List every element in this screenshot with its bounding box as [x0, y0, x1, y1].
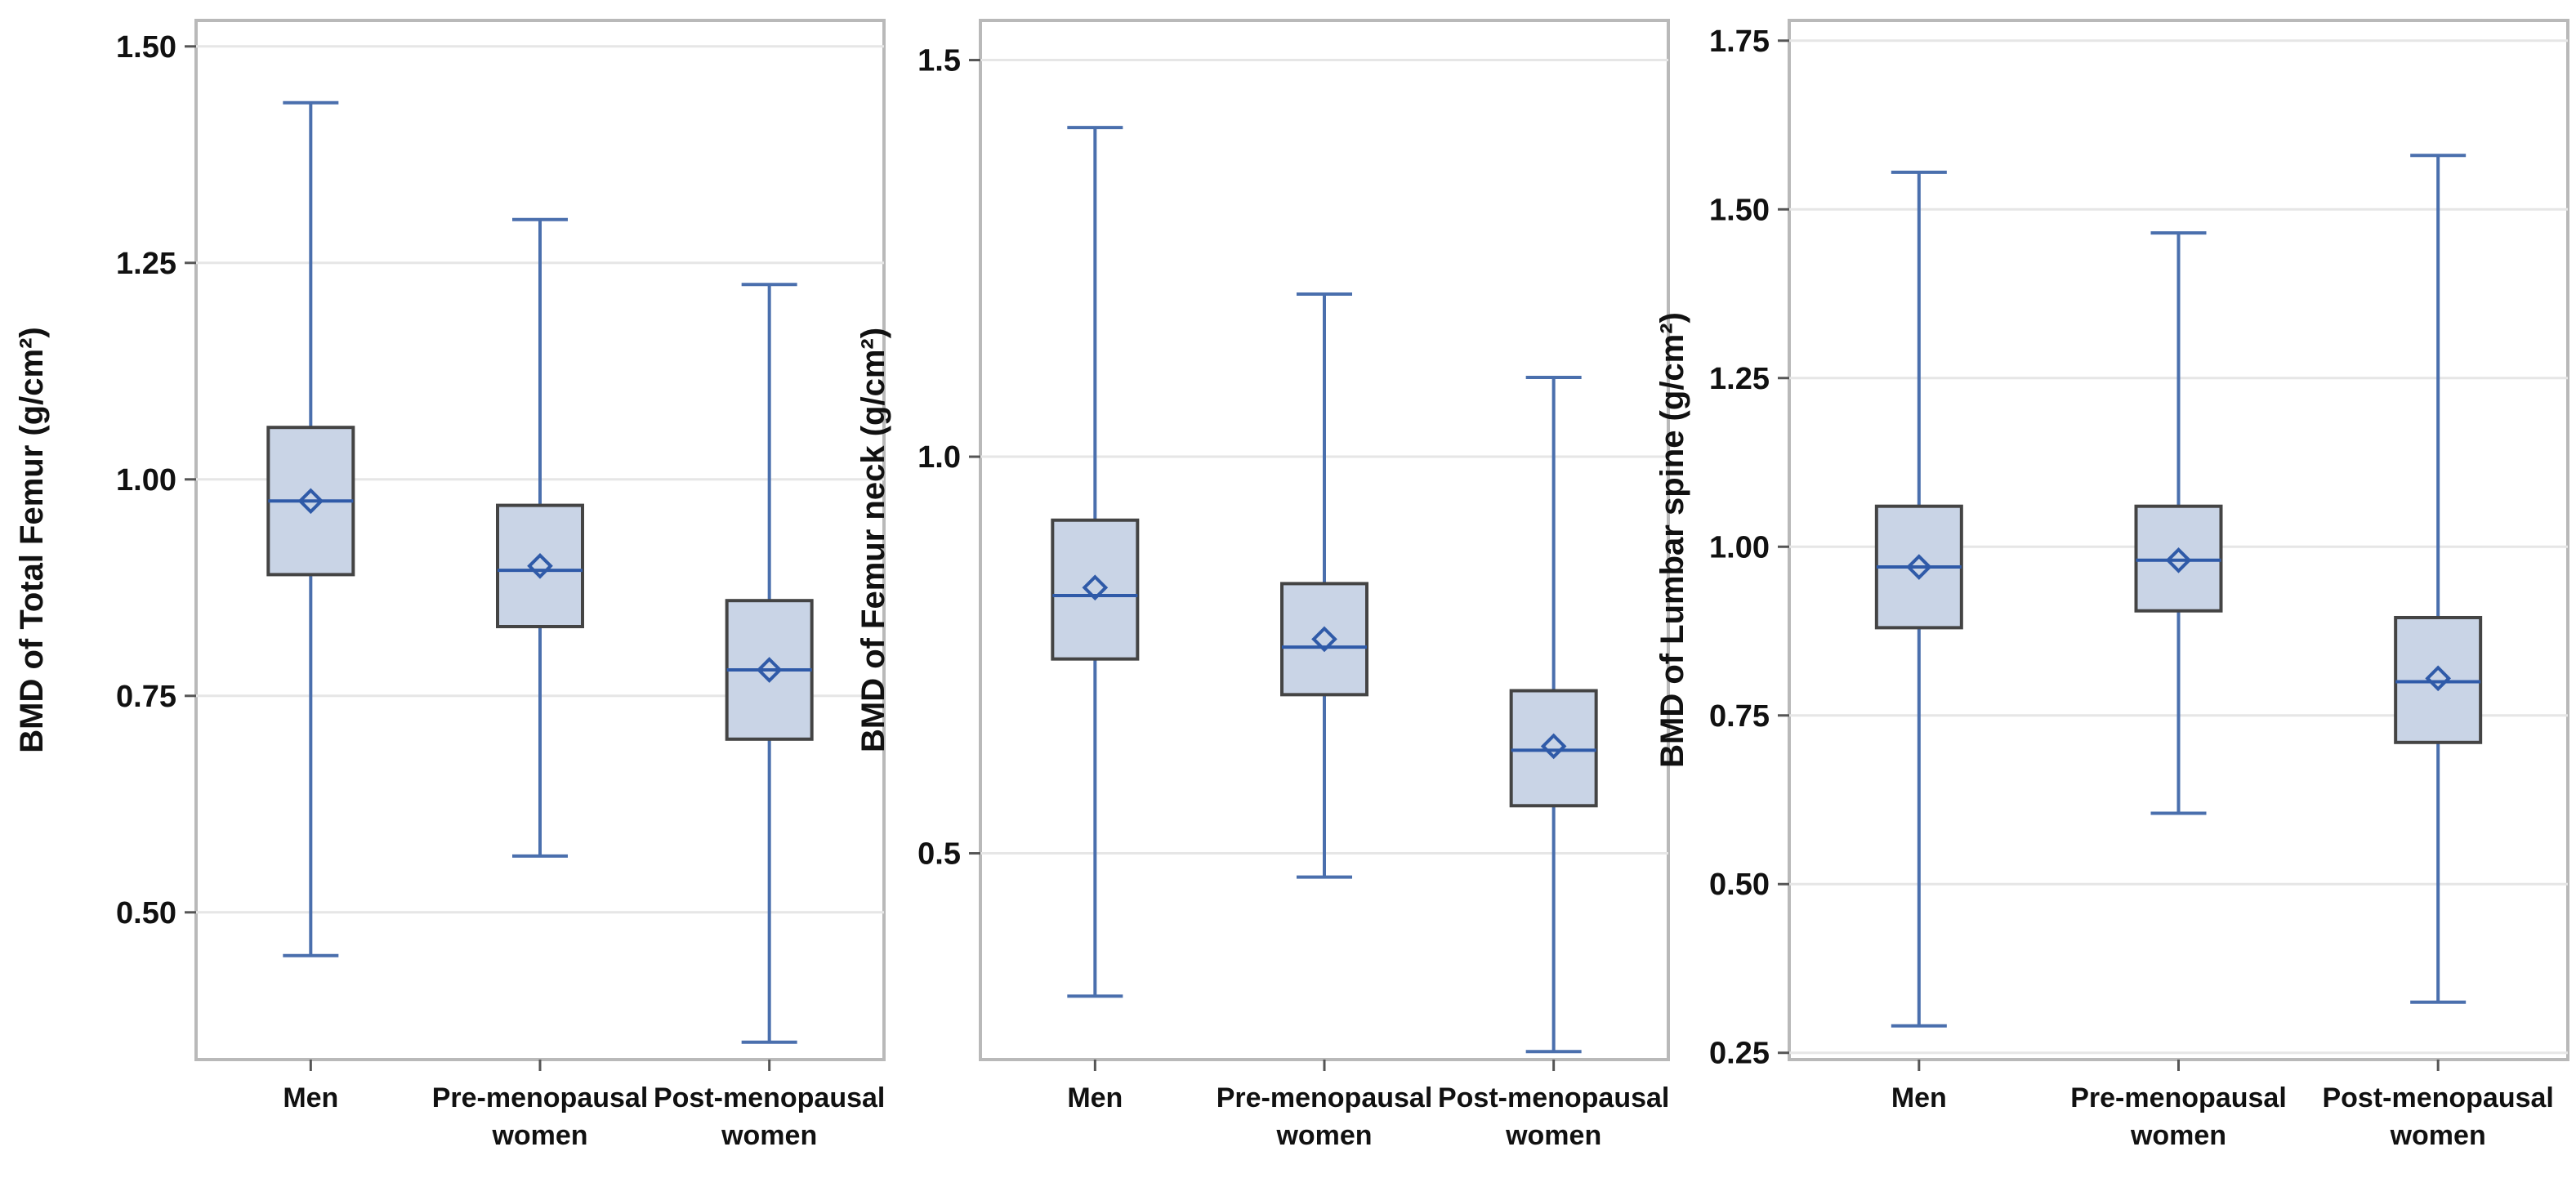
- category-label-line2: women: [721, 1120, 817, 1151]
- category-label: Men: [283, 1082, 338, 1113]
- y-tick-label: 1.00: [116, 463, 176, 498]
- box-0: [1874, 170, 1963, 1028]
- category-label: Pre-menopausal: [2070, 1082, 2287, 1113]
- y-tick-label: 0.75: [1709, 699, 1770, 734]
- y-axis-title: BMD of Lumbar spine (g/cm²): [1654, 312, 1690, 768]
- box-0: [1051, 126, 1140, 998]
- mean-marker: [1906, 554, 1932, 580]
- category-label-line2: women: [2390, 1120, 2486, 1151]
- category-label: Pre-menopausal: [1217, 1082, 1433, 1113]
- iqr-box: [1280, 582, 1368, 697]
- y-tick-label: 1.00: [1709, 530, 1770, 564]
- iqr-box: [1509, 689, 1598, 808]
- category-label-line2: women: [1505, 1120, 1601, 1151]
- category-label: Pre-menopausal: [432, 1082, 649, 1113]
- mean-marker: [1540, 733, 1567, 760]
- y-axis-title: BMD of Femur neck (g/cm²): [855, 328, 891, 752]
- iqr-box: [2394, 615, 2483, 744]
- iqr-box: [2134, 504, 2223, 613]
- category-label: Post-menopausal: [654, 1082, 885, 1113]
- iqr-box: [1051, 518, 1140, 661]
- y-tick-label: 0.50: [116, 896, 176, 930]
- y-axis-title: BMD of Total Femur (g/cm²): [14, 327, 50, 752]
- y-tick-label: 1.50: [116, 30, 176, 65]
- category-label: Men: [1067, 1082, 1123, 1113]
- box-0: [266, 100, 355, 957]
- box-2: [1509, 375, 1598, 1054]
- y-tick-label: 1.25: [116, 247, 176, 281]
- mean-marker: [527, 552, 553, 579]
- box-2: [2394, 154, 2483, 1004]
- y-tick-label: 1.0: [917, 440, 961, 475]
- box-1: [1280, 292, 1368, 879]
- mean-marker: [1311, 626, 1337, 653]
- mean-marker: [2425, 665, 2451, 692]
- y-tick-label: 0.5: [917, 837, 961, 872]
- category-label-line2: women: [2130, 1120, 2226, 1151]
- panel-total-femur: BMD of Total Femur (g/cm²) 0.50 0.75 1.00 1…: [14, 19, 886, 1151]
- y-tick-label: 0.25: [1709, 1037, 1770, 1071]
- y-tick-label: 0.50: [1709, 868, 1770, 902]
- y-tick-label: 1.5: [917, 44, 961, 78]
- y-tick-label: 1.75: [1709, 25, 1770, 59]
- y-tick-label: 0.75: [116, 680, 176, 714]
- mean-marker: [1082, 574, 1109, 601]
- mean-marker: [756, 657, 783, 683]
- category-label: Men: [1891, 1082, 1947, 1113]
- category-label: Post-menopausal: [2322, 1082, 2553, 1113]
- y-tick-label: 1.25: [1709, 362, 1770, 396]
- mean-marker: [2165, 547, 2192, 573]
- box-1: [496, 217, 584, 858]
- category-label-line2: women: [491, 1120, 587, 1151]
- y-tick-label: 1.50: [1709, 193, 1770, 227]
- box-1: [2134, 231, 2223, 815]
- box-2: [725, 283, 814, 1044]
- panel-femur-neck: BMD of Femur neck (g/cm²) 0.5 1.0 1.5 Men P…: [855, 19, 1670, 1151]
- category-label: Post-menopausal: [1438, 1082, 1669, 1113]
- category-label-line2: women: [1275, 1120, 1372, 1151]
- panel-lumbar-spine: BMD of Lumbar spine (g/cm²) 0.25 0.50 0.75…: [1654, 19, 2569, 1151]
- mean-marker: [297, 488, 324, 515]
- iqr-box: [496, 503, 584, 628]
